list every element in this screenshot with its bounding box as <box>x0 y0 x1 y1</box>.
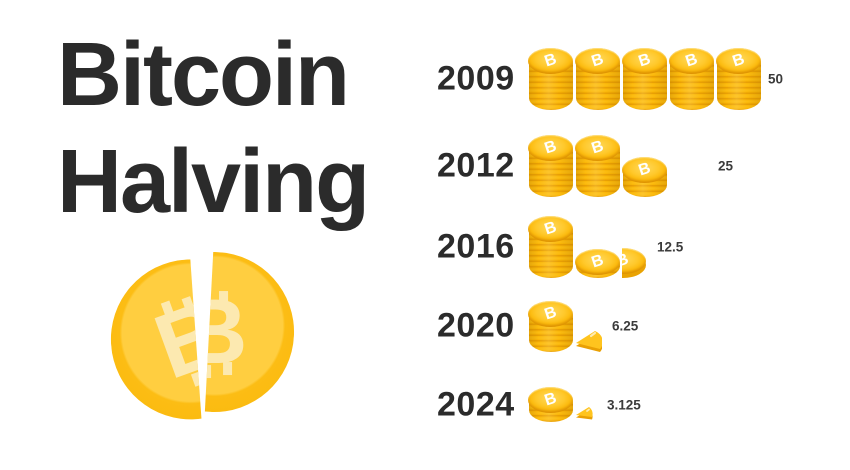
coin-stack: B <box>528 47 573 110</box>
coin-pieces: B <box>528 387 594 422</box>
title-line-2: Halving <box>57 132 370 233</box>
bitcoin-symbol: B <box>589 137 606 157</box>
coin-stack-top: B <box>669 47 714 74</box>
coin-stack-top: B <box>575 134 620 161</box>
amount-label: 3.125 <box>607 397 641 412</box>
split-bitcoin-coin-icon: B B <box>105 251 321 427</box>
bitcoin-symbol: B <box>542 50 559 70</box>
bitcoin-symbol: B <box>142 280 201 399</box>
amount-label: 12.5 <box>657 239 684 254</box>
coin-face: B <box>105 259 202 425</box>
bitcoin-symbol: B <box>542 389 559 410</box>
year-label: 2016 <box>437 227 515 265</box>
coin-stack-top: B <box>622 47 667 74</box>
bitcoin-symbol: B <box>542 218 559 238</box>
bitcoin-symbol: B <box>636 159 653 179</box>
coin-stack-top: B <box>622 156 667 183</box>
bitcoin-symbol: B <box>542 137 559 157</box>
bitcoin-symbol: B <box>589 50 606 70</box>
coin-stack-top: B <box>528 47 573 74</box>
coin-stack-top: B <box>575 248 620 275</box>
year-label: 2024 <box>437 385 515 423</box>
coin-stack: B <box>528 300 573 352</box>
half-coin-icon: B <box>622 247 646 278</box>
coin-sliver-icon <box>575 405 594 422</box>
bitcoin-symbol: B <box>542 303 559 323</box>
quarter-coin-wedge-icon <box>575 329 603 352</box>
coin-pieces: B B B <box>528 134 667 197</box>
coin-stack: B <box>528 387 573 422</box>
coin-pieces: B <box>528 300 603 352</box>
coin-stack-top: B <box>528 300 573 327</box>
amount-label: 6.25 <box>612 318 639 334</box>
coin-stack: B <box>575 47 620 110</box>
coin-stack-top: B <box>528 134 573 161</box>
coin-stack: B <box>575 134 620 197</box>
amount-label: 50 <box>768 71 784 86</box>
coin-left-half-icon: B <box>105 259 202 425</box>
halving-row: 2020 B 6.25 <box>437 300 850 352</box>
bitcoin-symbol: B <box>622 250 631 271</box>
coin-face: B <box>204 251 299 417</box>
coin-stack: B <box>622 156 667 197</box>
coin-stack: B <box>716 47 761 110</box>
coin-stack-top: B <box>716 47 761 74</box>
coin-stack: B <box>528 215 573 278</box>
coin-stack-top: B <box>528 215 573 242</box>
bitcoin-symbol: B <box>205 281 247 383</box>
coin-stack-top: B <box>575 47 620 74</box>
page-title: Bitcoin Halving <box>57 22 370 236</box>
halving-row: 2016 B B B 12.5 <box>437 215 850 278</box>
coin-stack: B <box>669 47 714 110</box>
coin-stack-top: B <box>528 387 573 413</box>
coin-stack: B <box>528 134 573 197</box>
coin-stack: B <box>622 47 667 110</box>
coin-right-half-icon: B <box>204 251 299 417</box>
coin-stack: B <box>575 248 620 278</box>
bitcoin-symbol: B <box>589 251 606 271</box>
year-label: 2020 <box>437 306 515 345</box>
bitcoin-symbol: B <box>636 50 653 70</box>
year-label: 2009 <box>437 59 515 97</box>
bitcoin-symbol: B <box>730 50 747 70</box>
amount-label: 25 <box>718 158 734 173</box>
bitcoin-symbol: B <box>683 50 700 70</box>
halving-rows: 2009 B B B B B 50 2012 B B B 25 2016 B B B 12.5 2020 B 6.25… <box>437 0 850 470</box>
year-label: 2012 <box>437 146 515 184</box>
halving-row: 2012 B B B 25 <box>437 134 850 197</box>
title-line-1: Bitcoin <box>57 25 350 125</box>
halving-row: 2009 B B B B B 50 <box>437 47 850 110</box>
halving-row: 2024 B 3.125 <box>437 385 850 423</box>
